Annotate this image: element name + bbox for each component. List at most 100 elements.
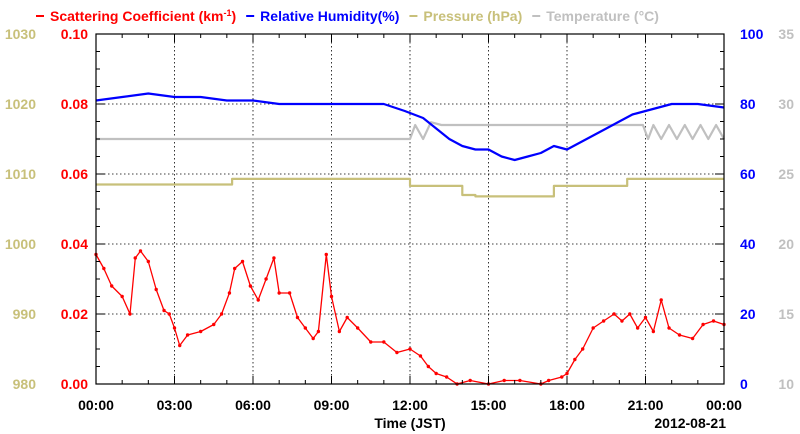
x-tick-label: 18:00 — [549, 397, 585, 413]
series-scattering-point — [418, 354, 423, 358]
series-scattering-point — [287, 291, 292, 295]
series-scattering-point — [659, 298, 663, 302]
x-axis-label: Time (JST) — [374, 415, 445, 431]
x-tick-label: 21:00 — [628, 397, 664, 413]
legend-item-2: Relative Humidity(%) — [260, 8, 399, 24]
series-scattering-point — [172, 326, 177, 330]
left-outer-tick-label: 1030 — [5, 26, 36, 42]
legend-item-1: Scattering Coefficient (km-1) — [50, 8, 236, 24]
right-inner-tick-label: 100 — [740, 26, 764, 42]
series-scattering-point — [128, 312, 132, 316]
left-inner-tick-label: 0.00 — [61, 376, 88, 392]
series-scattering-point — [690, 336, 695, 341]
legend: Scattering Coefficient (km-1) Relative Hu… — [36, 8, 659, 24]
series-scattering-point — [560, 375, 564, 379]
right-outer-tick-label: 30 — [778, 96, 794, 112]
right-inner-tick-label: 40 — [740, 236, 756, 252]
series-scattering-point — [565, 371, 569, 376]
series-scattering-point — [133, 256, 137, 260]
series-scattering-point — [628, 312, 632, 316]
series-scattering-point — [316, 329, 321, 334]
series-scattering-point — [167, 312, 171, 316]
series-scattering-point — [138, 249, 143, 253]
x-tick-label: 15:00 — [471, 397, 507, 413]
series-scattering-point — [178, 343, 182, 348]
x-tick-label: 12:00 — [392, 397, 428, 413]
series-scattering-point — [635, 326, 640, 330]
right-outer-tick-label: 15 — [778, 306, 794, 322]
series-humidity-line — [95, 92, 725, 162]
left-outer-tick-label: 980 — [13, 376, 37, 392]
series-scattering-point — [311, 336, 315, 341]
left-outer-tick-label: 1010 — [5, 166, 36, 182]
series-scattering-point — [395, 350, 399, 355]
right-inner-tick-label: 0 — [740, 376, 748, 392]
series-scattering-point — [303, 326, 308, 330]
series-scattering-point — [434, 371, 438, 376]
x-tick-label: 06:00 — [235, 397, 271, 413]
series-scattering-point — [198, 329, 203, 334]
series-scattering-point — [162, 308, 166, 313]
series-scattering-point — [232, 266, 237, 271]
series-scattering-point — [426, 364, 431, 369]
series-scattering-point — [264, 277, 268, 281]
series-scattering-point — [581, 347, 585, 351]
series-scattering-point — [272, 256, 276, 260]
series-scattering-point — [518, 378, 522, 383]
right-outer-tick-label: 25 — [778, 166, 794, 182]
left-inner-tick-label: 0.10 — [61, 26, 88, 42]
left-inner-tick-label: 0.02 — [61, 306, 88, 322]
series-scattering-point — [212, 322, 216, 327]
legend-item-3: Pressure (hPa) — [423, 8, 522, 24]
series-scattering-point — [573, 357, 577, 362]
left-inner-tick-label: 0.08 — [61, 96, 88, 112]
plot-area — [94, 92, 726, 386]
series-scattering-point — [102, 266, 106, 271]
series-scattering-point — [120, 294, 124, 299]
series-pressure-line — [96, 177, 724, 198]
series-scattering-point — [382, 340, 386, 344]
x-tick-label: 09:00 — [314, 397, 350, 413]
left-outer-tick-label: 1020 — [5, 96, 36, 112]
series-scattering-point — [248, 284, 253, 288]
series-scattering-point — [667, 326, 671, 330]
series-scattering-point — [227, 291, 232, 295]
series-scattering-point — [329, 294, 334, 299]
legend-item-4: Temperature (°C) — [546, 8, 659, 24]
right-inner-tick-label: 80 — [740, 96, 756, 112]
right-inner-tick-label: 60 — [740, 166, 756, 182]
right-outer-tick-label: 35 — [778, 26, 794, 42]
series-scattering-point — [468, 378, 472, 383]
grid — [96, 34, 724, 384]
series-scattering-point — [256, 298, 260, 302]
x-tick-label: 00:00 — [78, 397, 114, 413]
series-scattering-point — [677, 333, 682, 337]
x-tick-label: 00:00 — [706, 397, 742, 413]
x-tick-label: 03:00 — [157, 397, 193, 413]
series-temperature-line — [96, 121, 725, 141]
series-scattering-point — [591, 326, 595, 330]
series-scattering-point — [219, 312, 224, 316]
series-scattering-point — [324, 252, 328, 257]
left-outer-tick-label: 1000 — [5, 236, 36, 252]
series-scattering-point — [154, 287, 158, 292]
series-scattering-point — [369, 340, 373, 344]
series-scattering-point — [240, 259, 245, 264]
series-scattering-point — [643, 315, 648, 320]
date-label: 2012-08-21 — [654, 415, 726, 431]
series-scattering-point — [601, 319, 606, 323]
series-scattering-point — [620, 319, 624, 323]
series-scattering-point — [444, 375, 449, 379]
series-scattering-point — [651, 329, 656, 334]
series-scattering-point — [110, 284, 114, 288]
series-scattering-point — [146, 259, 151, 264]
series-scattering-point — [408, 347, 412, 351]
axes: 00:00 03:00 06:00 09:00 12:00 15:00 18:00 21:00… — [5, 26, 794, 413]
series-scattering-point — [337, 329, 342, 334]
series-scattering-point — [185, 333, 190, 337]
series-scattering-point — [711, 319, 716, 323]
series-scattering-point — [502, 378, 506, 383]
left-inner-tick-label: 0.04 — [61, 236, 88, 252]
right-outer-tick-label: 20 — [778, 236, 794, 252]
right-outer-tick-label: 10 — [778, 376, 794, 392]
